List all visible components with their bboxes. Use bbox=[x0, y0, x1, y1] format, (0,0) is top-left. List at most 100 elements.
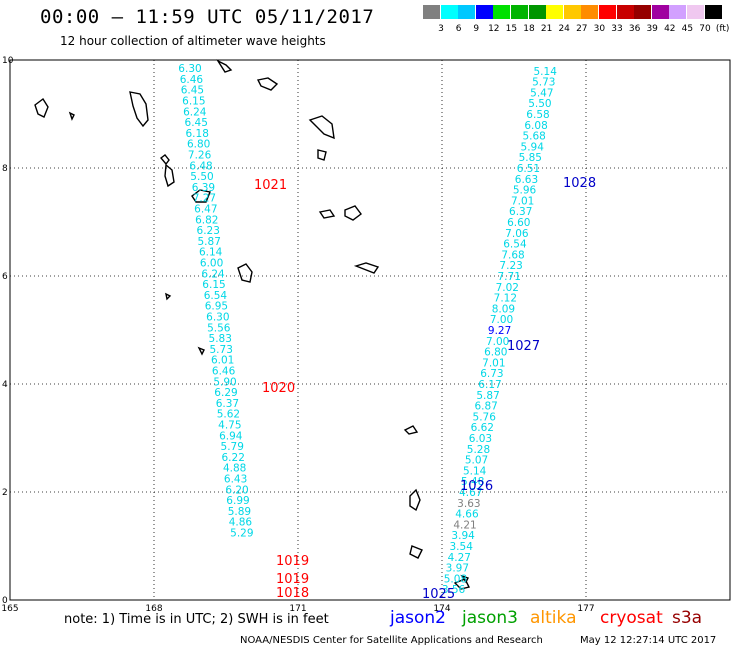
pressure-label: 1019 bbox=[276, 554, 309, 569]
island-outline bbox=[460, 574, 469, 584]
scale-label: 33 bbox=[611, 24, 623, 34]
wave-height-value: 6.73 bbox=[480, 368, 503, 380]
wave-height-value: 6.15 bbox=[182, 96, 205, 108]
wave-height-value: 9.27 bbox=[488, 325, 511, 337]
wave-height-value: 4.86 bbox=[229, 517, 253, 529]
wave-height-value: 6.45 bbox=[185, 117, 208, 129]
wave-height-value: 6.03 bbox=[469, 433, 492, 445]
wave-height-value: 5.90 bbox=[213, 376, 236, 388]
scale-label: 9 bbox=[473, 24, 480, 34]
wave-height-value: 6.20 bbox=[225, 484, 248, 496]
satellite-jason3: jason3 bbox=[462, 608, 518, 628]
island-outline bbox=[409, 545, 423, 559]
scale-label: 30 bbox=[593, 24, 606, 34]
wave-height-value: 6.00 bbox=[200, 258, 223, 270]
wave-height-value: 6.82 bbox=[195, 214, 218, 226]
x-tick-label: 168 bbox=[145, 604, 162, 614]
wave-height-value: 5.50 bbox=[190, 171, 213, 183]
scale-label: 6 bbox=[455, 24, 462, 34]
island-outline bbox=[216, 59, 233, 73]
island-outline bbox=[317, 149, 327, 161]
wave-height-value: 6.60 bbox=[507, 217, 530, 229]
scale-swatch bbox=[546, 5, 564, 19]
wave-height-value: 5.87 bbox=[476, 390, 499, 402]
scale-swatch bbox=[440, 5, 458, 19]
scale-label: 36 bbox=[628, 24, 641, 34]
wave-height-value: 7.01 bbox=[511, 195, 534, 207]
wave-height-value: 8.09 bbox=[492, 303, 515, 315]
wave-height-value: 5.47 bbox=[530, 87, 553, 99]
scale-swatch bbox=[616, 5, 634, 19]
wave-height-value: 6.58 bbox=[526, 109, 549, 121]
wave-height-value: 7.01 bbox=[482, 357, 505, 369]
island-outline bbox=[159, 154, 170, 166]
wave-height-value: 6.62 bbox=[471, 422, 494, 434]
scale-swatch bbox=[563, 5, 581, 19]
scale-label: 45 bbox=[681, 24, 694, 34]
wave-height-value: 7.26 bbox=[188, 150, 212, 162]
island-outline bbox=[453, 578, 471, 590]
island-outline bbox=[409, 488, 421, 512]
scale-swatch bbox=[528, 5, 546, 19]
island-outline bbox=[308, 115, 335, 140]
x-tick-label: 165 bbox=[1, 604, 18, 614]
island-outline bbox=[68, 111, 75, 121]
wave-height-value: 4.21 bbox=[453, 519, 476, 531]
wave-height-value: 6.80 bbox=[187, 139, 210, 151]
wave-height-value: 5.62 bbox=[217, 409, 240, 421]
wave-height-value: 5.76 bbox=[473, 411, 497, 423]
footnote: note: 1) Time is in UTC; 2) SWH is in fe… bbox=[64, 612, 329, 627]
satellite-cryosat: cryosat bbox=[600, 608, 663, 628]
wave-height-value: 5.50 bbox=[528, 98, 551, 110]
wave-height-value: 6.54 bbox=[204, 290, 228, 302]
scale-label: 24 bbox=[558, 24, 570, 34]
island-outlines bbox=[34, 59, 471, 590]
wave-height-value: 6.47 bbox=[194, 204, 217, 216]
scale-swatch bbox=[511, 5, 528, 19]
island-outline bbox=[164, 163, 175, 188]
scale-label: 39 bbox=[646, 24, 658, 34]
wave-height-value: 6.17 bbox=[478, 379, 501, 391]
scale-label: 12 bbox=[488, 24, 500, 34]
wave-height-value: 3.97 bbox=[446, 563, 469, 575]
pressure-label: 1027 bbox=[507, 339, 540, 354]
x-tick-label: 174 bbox=[433, 604, 450, 614]
satellite-s3a: s3a bbox=[672, 608, 703, 628]
wave-height-value: 5.07 bbox=[465, 455, 488, 467]
island-outline bbox=[344, 205, 362, 221]
wave-height-value: 4.67 bbox=[459, 487, 482, 499]
scale-label: 42 bbox=[664, 24, 676, 34]
wave-height-value: 6.30 bbox=[178, 63, 201, 75]
wave-height-value: 6.18 bbox=[186, 128, 209, 140]
wave-height-value: 7.02 bbox=[496, 282, 519, 294]
wave-height-value: 5.89 bbox=[228, 506, 251, 518]
scale-swatch bbox=[458, 5, 476, 19]
wave-height-value: 4.88 bbox=[223, 463, 246, 475]
wave-height-value: 5.96 bbox=[513, 185, 537, 197]
map-frame bbox=[9, 59, 731, 601]
wave-height-value: 6.43 bbox=[224, 474, 247, 486]
y-tick-label: 0 bbox=[2, 596, 8, 606]
wave-height-value: 6.94 bbox=[219, 430, 243, 442]
wave-height-value: 5.14 bbox=[463, 465, 487, 477]
pressure-label: 1019 bbox=[276, 572, 309, 587]
wave-height-value: 6.51 bbox=[517, 163, 540, 175]
wave-height-value: 3.56 bbox=[442, 584, 466, 596]
wave-height-value: 3.63 bbox=[457, 498, 480, 510]
wave-height-value: 7.12 bbox=[494, 293, 517, 305]
wave-height-value: 4.27 bbox=[448, 552, 471, 564]
wave-height-value: 7.06 bbox=[505, 228, 529, 240]
scale-swatch bbox=[599, 5, 616, 19]
wave-height-value: 6.22 bbox=[222, 452, 245, 464]
wave-height-value: 6.08 bbox=[524, 120, 547, 132]
wave-height-value: 6.99 bbox=[226, 495, 249, 507]
pressure-label: 1026 bbox=[460, 479, 493, 494]
wave-height-value: 6.39 bbox=[192, 182, 215, 194]
wave-height-value: 5.08 bbox=[444, 573, 467, 585]
scale-swatch bbox=[687, 5, 704, 19]
altimeter-tracks: 6.306.466.456.156.246.456.186.807.266.48… bbox=[178, 63, 557, 596]
scale-swatch bbox=[493, 5, 511, 19]
wave-height-value: 7.23 bbox=[499, 260, 522, 272]
wave-height-value: 6.24 bbox=[201, 268, 225, 280]
